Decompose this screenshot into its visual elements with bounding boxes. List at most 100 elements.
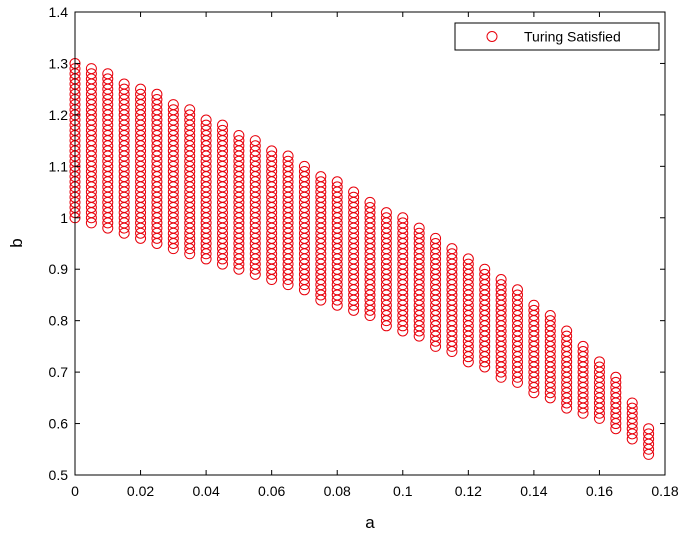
data-point <box>462 258 474 270</box>
data-point <box>626 397 638 409</box>
y-axis-label: b <box>7 238 26 247</box>
x-tick-label: 0.1 <box>393 483 413 499</box>
data-point <box>266 150 278 162</box>
data-point <box>282 150 294 162</box>
data-point <box>348 186 360 198</box>
data-point <box>577 346 589 358</box>
data-point <box>610 371 622 383</box>
y-tick-label: 0.6 <box>49 416 69 432</box>
data-point <box>495 279 507 291</box>
x-tick-label: 0.08 <box>324 483 351 499</box>
y-tick-label: 0.7 <box>49 364 69 380</box>
data-point <box>430 238 442 249</box>
data-point <box>266 145 278 157</box>
data-point <box>135 83 147 95</box>
x-axis-label: a <box>365 513 375 532</box>
data-point <box>282 155 294 167</box>
x-tick-label: 0.02 <box>127 483 154 499</box>
y-axis-ticks: 0.5 0.6 0.7 0.8 0.9 1 1.1 1.2 1.3 1.4 <box>49 4 665 483</box>
data-point <box>151 93 163 105</box>
y-tick-label: 1.1 <box>49 158 69 174</box>
data-point <box>610 376 622 388</box>
data-point <box>217 119 228 131</box>
data-point <box>577 340 589 352</box>
data-point <box>479 268 491 280</box>
data-point <box>167 104 179 116</box>
data-point <box>118 78 130 90</box>
y-tick-label: 1 <box>60 210 68 226</box>
data-point <box>479 263 491 275</box>
data-point <box>102 68 114 80</box>
data-point <box>298 160 310 172</box>
data-point <box>544 315 556 327</box>
data-point <box>233 129 245 141</box>
y-tick-label: 0.9 <box>49 261 69 277</box>
data-point <box>380 207 392 219</box>
legend: Turing Satisfied <box>454 22 660 51</box>
data-point <box>643 428 655 440</box>
y-tick-label: 1.4 <box>49 4 69 20</box>
data-point <box>85 63 97 75</box>
legend-box <box>454 22 660 51</box>
y-tick-label: 1.2 <box>49 107 69 123</box>
data-point <box>85 68 97 80</box>
x-tick-label: 0.16 <box>586 483 613 499</box>
data-point <box>331 176 343 188</box>
legend-marker <box>486 31 498 42</box>
data-point <box>315 176 327 188</box>
data-point <box>135 88 147 100</box>
data-point <box>512 289 523 301</box>
data-point <box>315 171 327 183</box>
data-point <box>593 361 605 373</box>
data-point <box>397 217 409 229</box>
data-point <box>233 135 245 147</box>
data-point <box>413 227 425 239</box>
x-tick-label: 0.18 <box>651 483 678 499</box>
x-tick-label: 0 <box>71 483 79 499</box>
x-tick-label: 0.06 <box>258 483 285 499</box>
data-point <box>462 253 474 265</box>
plot-frame <box>74 11 666 476</box>
data-point <box>561 330 573 342</box>
y-tick-label: 1.3 <box>49 55 69 71</box>
data-point <box>528 299 540 311</box>
data-point <box>167 99 179 111</box>
data-point <box>151 88 163 100</box>
data-point <box>364 196 376 208</box>
x-tick-label: 0.04 <box>192 483 219 499</box>
data-point <box>561 325 573 337</box>
data-point <box>430 232 442 244</box>
data-point <box>364 201 376 213</box>
data-point <box>184 109 196 121</box>
data-point <box>413 222 425 234</box>
data-point <box>512 284 523 296</box>
data-point <box>380 212 392 224</box>
data-point <box>249 135 261 147</box>
data-point <box>397 212 409 224</box>
data-point <box>249 140 261 152</box>
data-point <box>217 124 228 136</box>
data-point <box>184 104 196 116</box>
y-tick-label: 0.8 <box>49 313 69 329</box>
data-point <box>544 310 556 322</box>
data-point <box>102 73 114 85</box>
data-point <box>626 402 638 414</box>
legend-label-turing-satisfied: Turing Satisfied <box>524 29 621 45</box>
x-axis-ticks: 0 0.02 0.04 0.06 0.08 0.1 0.12 0.14 0.16 0.18 <box>71 12 679 499</box>
data-point <box>298 165 310 177</box>
data-point <box>331 181 343 193</box>
data-point <box>446 243 458 255</box>
data-point <box>495 274 507 286</box>
data-point <box>643 423 655 435</box>
data-point <box>348 191 360 203</box>
data-point <box>200 114 212 126</box>
x-tick-label: 0.12 <box>455 483 482 499</box>
data-point <box>118 83 130 95</box>
data-point <box>200 119 212 131</box>
data-point <box>528 304 540 316</box>
x-tick-label: 0.14 <box>520 483 547 499</box>
data-point <box>446 248 458 260</box>
data-point <box>593 356 605 368</box>
y-tick-label: 0.5 <box>49 467 69 483</box>
